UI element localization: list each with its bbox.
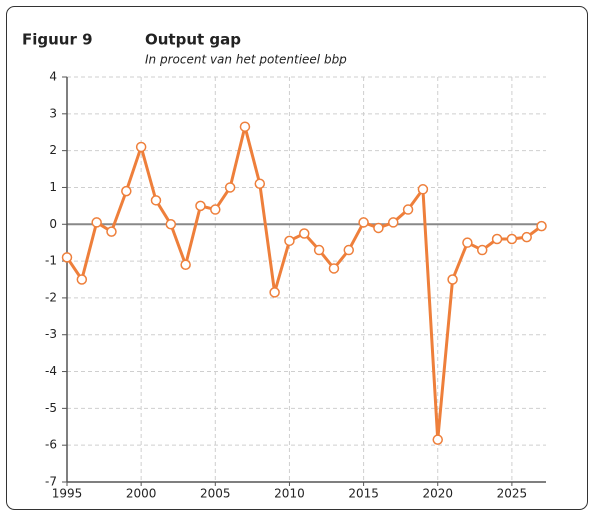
y-tick-label: -7 [45, 475, 57, 489]
marker [373, 222, 384, 234]
marker [165, 219, 177, 230]
marker [343, 244, 355, 256]
marker [388, 217, 399, 228]
marker [195, 200, 206, 212]
marker [313, 244, 325, 256]
marker [239, 121, 251, 132]
frame [6, 6, 588, 510]
marker [299, 228, 310, 239]
x-tick-label: 2005 [200, 487, 231, 501]
chart-subtitle: In procent van het potentieel bbp [145, 53, 347, 67]
marker [462, 237, 473, 248]
chart-title: Output gap [145, 31, 241, 49]
marker [61, 252, 73, 263]
figure-label: Figuur 9 [22, 31, 93, 49]
marker [476, 244, 488, 256]
y-tick-label: -4 [45, 364, 57, 378]
x-tick-label: 1995 [52, 487, 83, 501]
y-tick-label: 0 [49, 217, 57, 231]
y-tick-label: 1 [49, 180, 57, 194]
marker [536, 220, 547, 232]
marker [224, 182, 236, 193]
marker [76, 274, 88, 285]
y-tick-label: 3 [49, 106, 57, 120]
marker [150, 195, 162, 206]
marker [254, 178, 266, 190]
marker [521, 231, 532, 243]
marker [180, 259, 191, 271]
x-tick-label: 2020 [422, 487, 453, 501]
y-tick-label: -5 [45, 401, 57, 415]
x-tick-label: 2000 [126, 487, 157, 501]
marker [432, 434, 443, 445]
marker [106, 226, 117, 237]
y-tick-label: -6 [45, 438, 57, 452]
marker [284, 235, 295, 247]
marker [491, 233, 503, 245]
y-tick-label: 4 [49, 70, 57, 84]
marker [269, 287, 280, 298]
x-tick-label: 2015 [348, 487, 379, 501]
y-tick-label: -2 [45, 290, 57, 304]
y-tick-label: -3 [45, 327, 57, 341]
marker [121, 185, 132, 197]
y-tick-label: -1 [45, 254, 57, 268]
x-tick-label: 2010 [274, 487, 305, 501]
marker [402, 204, 414, 215]
marker [328, 263, 340, 274]
marker [447, 274, 458, 285]
marker [417, 184, 429, 195]
marker [506, 233, 518, 245]
marker [91, 217, 102, 228]
marker [210, 204, 221, 215]
marker [358, 217, 369, 228]
x-tick-label: 2025 [497, 487, 528, 501]
marker [135, 141, 147, 153]
y-tick-label: 2 [49, 143, 57, 157]
